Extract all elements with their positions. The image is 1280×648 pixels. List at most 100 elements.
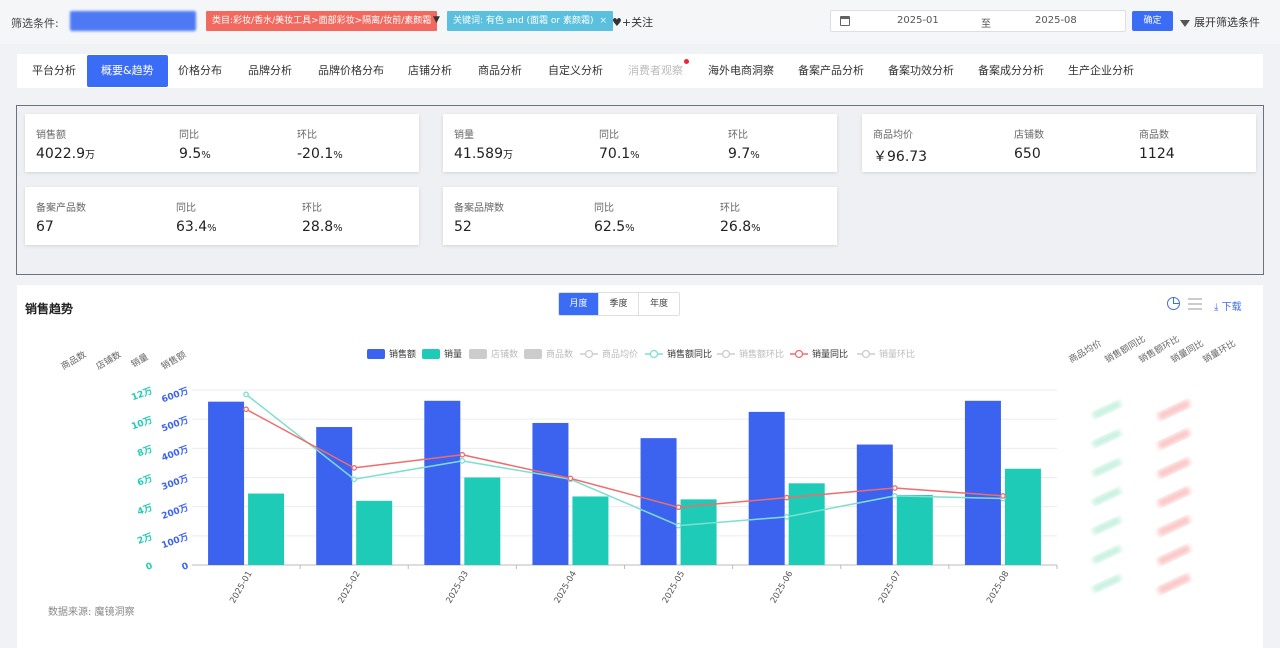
legend-swatch xyxy=(469,349,487,359)
follow-button[interactable]: ♥+关注 xyxy=(612,16,654,29)
right-axis-header: 商品均价 xyxy=(1067,337,1104,365)
tab-consumer[interactable]: 消费者观察 xyxy=(628,55,689,87)
table-view-icon[interactable] xyxy=(1188,298,1202,310)
blurred-axis-label xyxy=(1156,457,1192,479)
bar-sales xyxy=(208,401,245,565)
volume-axis-tick: 10万 xyxy=(130,415,154,433)
kpi-card-filing-product: 备案产品数 67 同比 63.4% 环比 28.8% xyxy=(25,187,419,245)
volume-axis-tick: 8万 xyxy=(136,444,154,460)
left-axis-header: 店铺数 xyxy=(94,348,123,372)
x-tick-label: 2025-01 xyxy=(228,570,254,606)
bar-volume xyxy=(572,496,609,565)
tab-overseas[interactable]: 海外电商洞察 xyxy=(708,64,774,77)
tab-product[interactable]: 商品分析 xyxy=(478,64,522,77)
sales-axis-tick: 300万 xyxy=(160,473,190,493)
blurred-axis-label xyxy=(1091,429,1122,449)
sales-axis-tick: 400万 xyxy=(160,444,190,464)
keyword-filter-tag[interactable]: 关键词: 有色 and (面霜 or 素颜霜) × xyxy=(447,11,614,31)
bar-sales xyxy=(856,444,893,565)
bar-volume xyxy=(248,493,285,565)
legend-swatch xyxy=(794,349,804,359)
metric-volume: 销量 41.589万 xyxy=(454,130,513,162)
left-axis-header: 销售额 xyxy=(159,348,188,372)
legend-swatch xyxy=(721,349,731,359)
x-tick-label: 2025-03 xyxy=(444,570,470,606)
legend-swatch xyxy=(649,349,659,359)
series-point xyxy=(1000,493,1006,499)
legend-label: 销量 xyxy=(444,348,462,360)
metric-avg-price: 商品均价 ￥96.73 xyxy=(873,130,928,165)
download-label: 下载 xyxy=(1221,302,1242,313)
legend-label: 销量环比 xyxy=(879,348,915,360)
series-point xyxy=(459,451,466,458)
filter-icon xyxy=(1180,20,1190,27)
series-point xyxy=(243,406,249,413)
volume-axis-tick: 4万 xyxy=(136,502,154,518)
date-range-separator: 至 xyxy=(981,19,991,30)
tab-brand-price[interactable]: 品牌价格分布 xyxy=(318,64,384,77)
series-point xyxy=(891,493,898,499)
tab-filing-efficacy[interactable]: 备案功效分析 xyxy=(888,64,954,77)
analysis-tabs: 平台分析 概要&趋势 价格分布 品牌分析 品牌价格分布 店铺分析 商品分析 自定… xyxy=(17,54,1263,88)
tab-overview-trend[interactable]: 概要&趋势 xyxy=(87,55,168,87)
bar-volume xyxy=(464,477,501,565)
series-point xyxy=(675,522,682,529)
kpi-card-sales: 销售额 4022.9万 同比 9.5% 环比 -20.1% xyxy=(25,114,419,172)
pie-chart-icon[interactable] xyxy=(1167,297,1180,310)
close-icon[interactable]: × xyxy=(599,16,608,26)
metric-filing-product-mom: 环比 28.8% xyxy=(302,203,343,235)
date-start-input[interactable]: 2025-01 xyxy=(897,15,939,26)
tab-store[interactable]: 店铺分析 xyxy=(408,64,452,77)
legend-swatch xyxy=(861,349,871,359)
chevron-down-icon[interactable]: ▼ xyxy=(433,15,440,25)
blurred-axis-label xyxy=(1091,458,1122,478)
tab-price-distribution[interactable]: 价格分布 xyxy=(178,64,222,77)
metric-volume-yoy: 同比 70.1% xyxy=(599,130,640,162)
sales-axis-tick: 500万 xyxy=(160,415,190,435)
download-button[interactable]: ⤓ 下载 xyxy=(1214,302,1242,313)
series-point xyxy=(567,475,574,482)
kpi-card-price: 商品均价 ￥96.73 店铺数 650 商品数 1124 xyxy=(862,114,1256,172)
series-point xyxy=(783,514,790,520)
expand-filters-button[interactable]: 展开筛选条件 xyxy=(1180,14,1260,30)
tab-manufacturer[interactable]: 生产企业分析 xyxy=(1068,64,1134,77)
tab-platform[interactable]: 平台分析 xyxy=(32,64,76,77)
blurred-filter-tag[interactable] xyxy=(70,11,196,31)
confirm-button[interactable]: 确定 xyxy=(1132,11,1173,31)
period-quarterly-button[interactable]: 季度 xyxy=(599,293,639,315)
period-yearly-button[interactable]: 年度 xyxy=(649,299,668,309)
bar-sales xyxy=(424,400,461,565)
volume-axis-tick: 6万 xyxy=(136,473,154,489)
series-point xyxy=(783,494,790,501)
volume-axis-tick: 2万 xyxy=(136,531,154,547)
bar-sales xyxy=(532,422,569,565)
series-line xyxy=(245,408,1003,509)
category-filter-tag[interactable]: 类目:彩妆/香水/美妆工具>面部彩妆>隔离/妆前/素颜霜 xyxy=(206,11,438,31)
tab-consumer-label: 消费者观察 xyxy=(628,64,683,77)
legend-swatch xyxy=(367,349,385,359)
legend-label: 销量同比 xyxy=(812,348,848,360)
bar-sales xyxy=(964,400,1001,565)
tab-custom[interactable]: 自定义分析 xyxy=(548,64,603,77)
bar-sales xyxy=(316,427,353,565)
tab-filing-ingredient[interactable]: 备案成分分析 xyxy=(978,64,1044,77)
bar-volume xyxy=(896,495,933,565)
period-monthly-button[interactable]: 月度 xyxy=(559,293,599,315)
sales-axis-tick: 600万 xyxy=(160,385,190,405)
tab-brand[interactable]: 品牌分析 xyxy=(248,64,292,77)
date-end-input[interactable]: 2025-08 xyxy=(1035,15,1077,26)
kpi-card-filing-brand: 备案品牌数 52 同比 62.5% 环比 26.8% xyxy=(443,187,837,245)
metric-filing-product-yoy: 同比 63.4% xyxy=(176,203,217,235)
bar-sales xyxy=(748,411,785,565)
date-range-picker[interactable]: 2025-01 至 2025-08 xyxy=(830,10,1126,32)
keyword-filter-text: 关键词: 有色 and (面霜 or 素颜霜) xyxy=(453,16,594,26)
calendar-icon xyxy=(840,16,850,26)
series-point xyxy=(675,504,682,511)
blurred-axis-label xyxy=(1091,516,1122,536)
legend-swatch xyxy=(584,349,594,359)
series-point xyxy=(891,485,898,491)
series-point xyxy=(351,465,358,471)
metric-filing-brand: 备案品牌数 52 xyxy=(454,203,504,235)
metric-sales-mom: 环比 -20.1% xyxy=(297,130,343,162)
tab-filing-product[interactable]: 备案产品分析 xyxy=(798,64,864,77)
